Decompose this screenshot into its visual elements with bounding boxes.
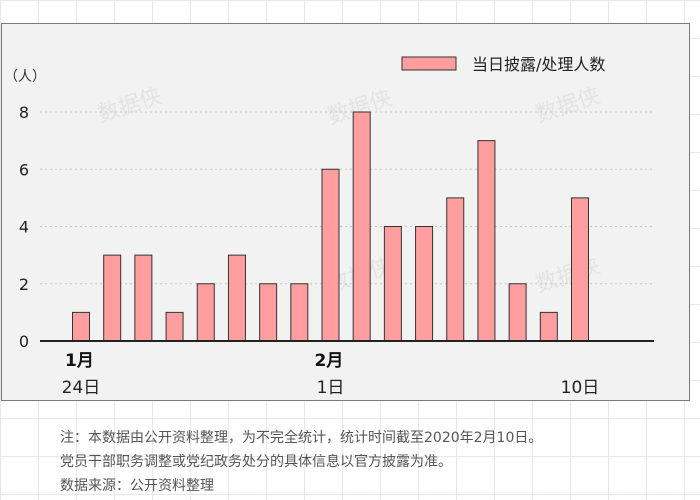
y-tick-label: 6 [19, 160, 29, 179]
y-tick-label: 0 [19, 332, 29, 351]
bar [383, 226, 402, 342]
bar [321, 168, 340, 342]
x-tick-day: 10日 [561, 378, 600, 398]
bar [196, 283, 215, 342]
y-tick-label: 8 [19, 103, 29, 122]
bar [72, 311, 90, 342]
bar [415, 226, 434, 342]
bar [477, 140, 496, 342]
bar [259, 283, 278, 342]
footnote-line-2: 党员干部职务调整或党纪政务处分的具体信息以官方披露为准。 [60, 454, 452, 470]
legend-label: 当日披露/处理人数 [472, 55, 605, 74]
footnote-line-1: 注：本数据由公开资料整理，为不完全统计，统计时间截至2020年2月10日。 [60, 430, 543, 446]
bar [539, 311, 558, 342]
bar [103, 254, 122, 342]
x-tick-day: 24日 [62, 378, 101, 398]
bar [165, 311, 184, 342]
y-tick-label: 4 [19, 218, 29, 237]
y-tick-label: 2 [19, 275, 29, 294]
x-tick-month: 2月 [315, 351, 344, 371]
bar [446, 197, 465, 342]
bar [290, 283, 309, 342]
legend-swatch [401, 56, 457, 71]
bar [134, 254, 153, 342]
chart-panel: 数据侠数据侠数据侠数据侠数据侠02468（人）1月24日2月1日10日当日披露/… [1, 23, 690, 401]
bar [227, 254, 246, 342]
bar [571, 197, 589, 342]
watermark: 数据侠 [95, 84, 166, 128]
data-source-note: 数据来源：公开资料整理 [60, 478, 214, 494]
bar [352, 111, 371, 342]
watermark: 数据侠 [533, 84, 604, 128]
x-tick-month: 1月 [65, 351, 94, 371]
y-axis-label: （人） [4, 69, 46, 85]
bar [508, 283, 527, 342]
watermark: 数据侠 [533, 254, 604, 298]
bar-chart: 数据侠数据侠数据侠数据侠数据侠02468（人）1月24日2月1日10日当日披露/… [4, 55, 654, 398]
x-tick-day: 1日 [317, 378, 345, 398]
